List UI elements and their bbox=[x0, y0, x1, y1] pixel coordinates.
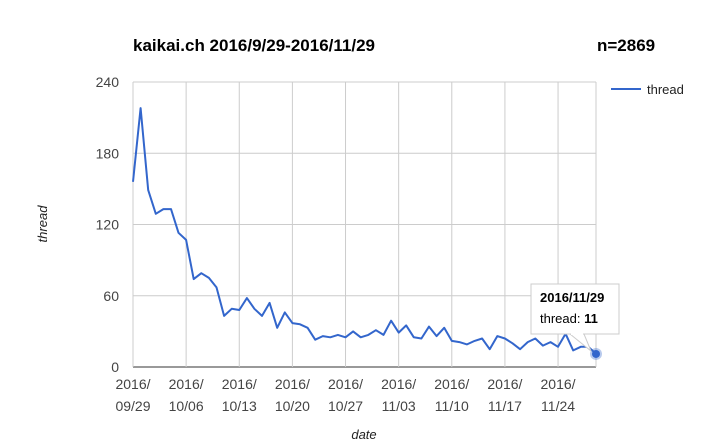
x-tick-label: 2016/ bbox=[222, 376, 257, 392]
sample-count: n=2869 bbox=[597, 36, 656, 55]
chart-title: kaikai.ch 2016/9/29-2016/11/29 bbox=[133, 36, 375, 55]
x-tick-label: 10/06 bbox=[169, 398, 204, 414]
y-tick-label: 180 bbox=[96, 145, 120, 161]
x-tick-label: 2016/ bbox=[434, 376, 469, 392]
tooltip-date: 2016/11/29 bbox=[540, 290, 604, 305]
svg-text:thread: 11: thread: 11 bbox=[540, 311, 598, 326]
x-tick-label: 2016/ bbox=[169, 376, 204, 392]
y-axis-label: thread bbox=[35, 205, 50, 243]
x-tick-label: 09/29 bbox=[115, 398, 150, 414]
x-tick-label: 10/13 bbox=[222, 398, 257, 414]
tooltip-value: 11 bbox=[584, 311, 598, 326]
y-axis-ticks: 0 60 120 180 240 bbox=[96, 74, 120, 375]
x-tick-label: 11/10 bbox=[435, 398, 469, 414]
x-tick-label: 11/03 bbox=[382, 398, 416, 414]
x-axis-ticks: 2016/09/29 2016/10/06 2016/10/13 2016/10/20… bbox=[115, 376, 575, 414]
tooltip-box bbox=[530, 283, 620, 335]
y-tick-label: 240 bbox=[96, 74, 120, 90]
x-tick-label: 2016/ bbox=[381, 376, 416, 392]
y-tick-label: 60 bbox=[103, 288, 119, 304]
legend: thread bbox=[611, 82, 684, 97]
legend-label: thread bbox=[647, 82, 684, 97]
series-layer bbox=[132, 107, 602, 360]
x-tick-label: 2016/ bbox=[541, 376, 576, 392]
tooltip-series: thread bbox=[540, 311, 577, 326]
x-axis-label: date bbox=[351, 427, 376, 442]
gridlines bbox=[132, 81, 597, 368]
tooltip: 2016/11/29 thread: 11 bbox=[530, 283, 620, 352]
x-tick-label: 11/17 bbox=[488, 398, 522, 414]
highlighted-point[interactable] bbox=[592, 349, 600, 358]
x-tick-label: 2016/ bbox=[487, 376, 522, 392]
series-line-thread bbox=[132, 107, 597, 355]
x-tick-label: 10/20 bbox=[275, 398, 310, 414]
x-tick-label: 2016/ bbox=[328, 376, 363, 392]
x-tick-label: 2016/ bbox=[275, 376, 310, 392]
y-tick-label: 120 bbox=[96, 217, 120, 233]
x-tick-label: 2016/ bbox=[115, 376, 150, 392]
y-tick-label: 0 bbox=[111, 359, 119, 375]
x-tick-label: 10/27 bbox=[328, 398, 363, 414]
x-tick-label: 11/24 bbox=[541, 398, 575, 414]
